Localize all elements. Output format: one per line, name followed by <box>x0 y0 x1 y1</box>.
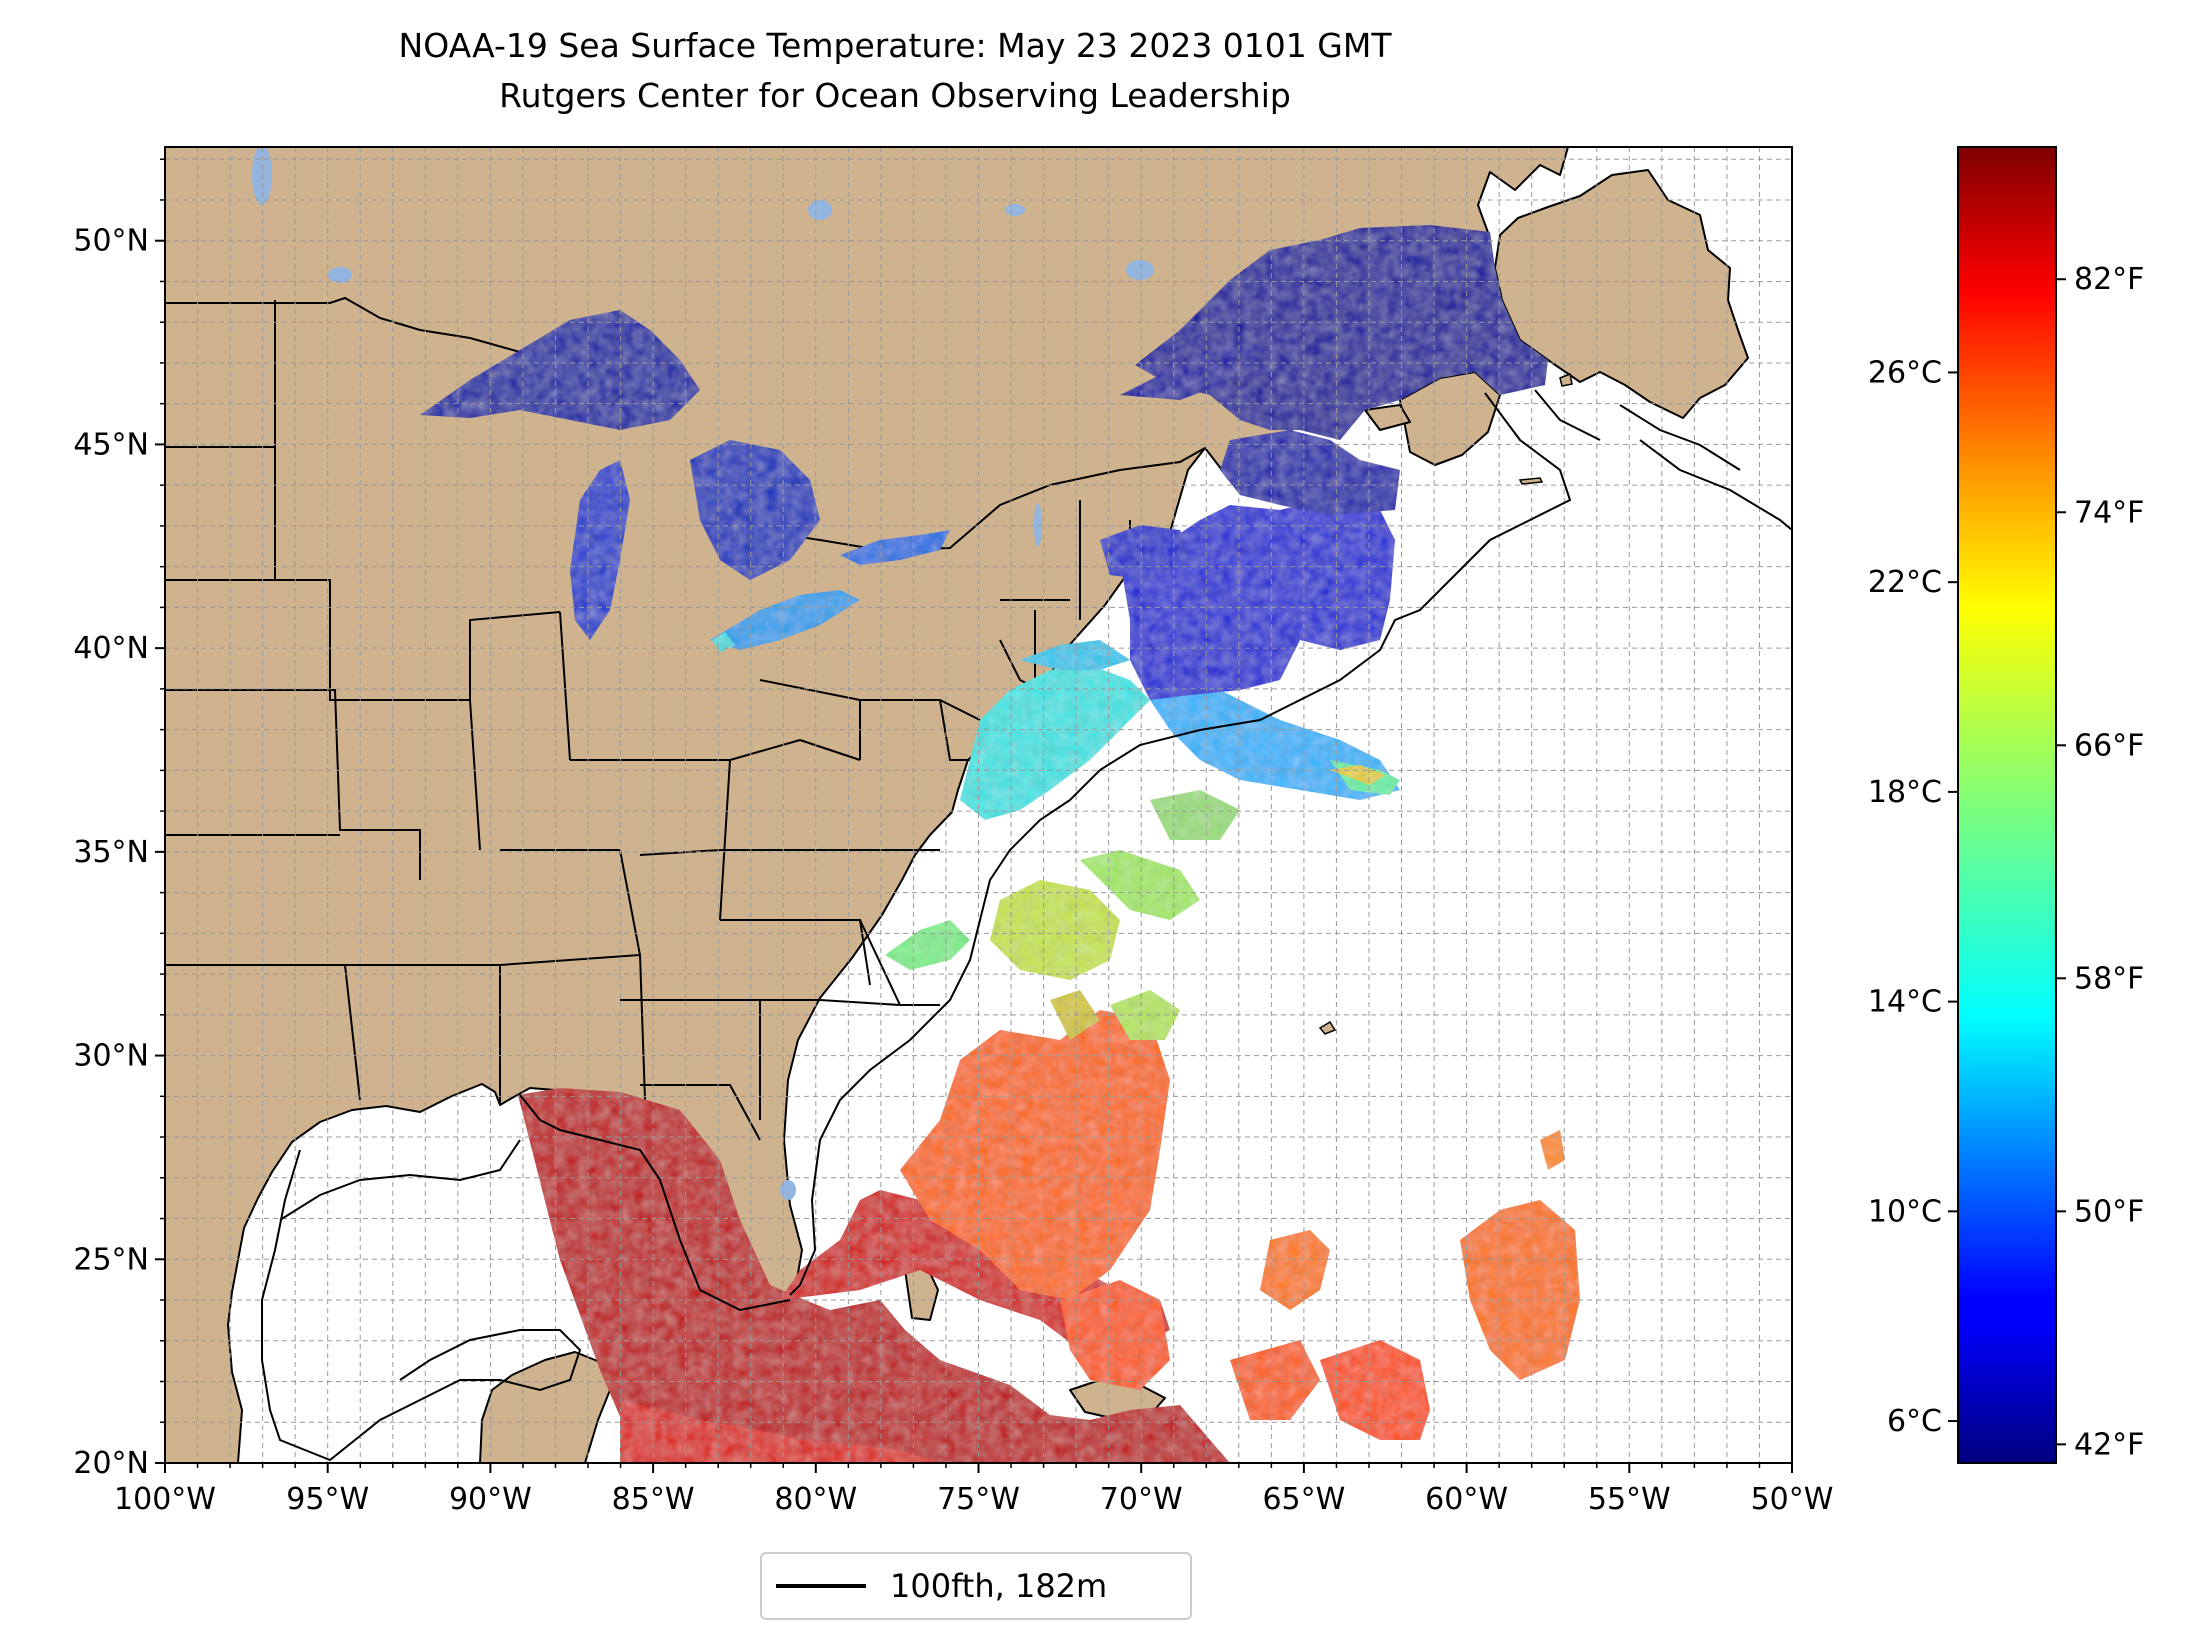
x-tick-label: 65°W <box>1262 1482 1345 1517</box>
colorbar-fahrenheit-ticks: 42°F 50°F 58°F 66°F 74°F 82°F <box>2056 262 2144 1462</box>
x-tick-label: 70°W <box>1100 1482 1183 1517</box>
sst-gulf-swath <box>518 1088 1230 1463</box>
y-tick-label: 20°N <box>73 1446 149 1481</box>
sst-mid-green-2 <box>1150 790 1240 840</box>
colorbar-fahrenheit-label: 50°F <box>2074 1194 2144 1229</box>
map-subtitle: Rutgers Center for Ocean Observing Leade… <box>499 76 1291 115</box>
lake-nipigon <box>808 200 832 220</box>
sst-data <box>420 225 1580 1463</box>
sst-lake-ontario <box>840 530 950 565</box>
sst-atlantic-orange-3 <box>1260 1230 1330 1310</box>
x-tick-label: 55°W <box>1588 1482 1671 1517</box>
land-masses <box>165 147 1749 1463</box>
colorbar-celsius-label: 6°C <box>1887 1404 1942 1439</box>
x-axis-ticks: 100°W 95°W 90°W 85°W 80°W 75°W 70°W 65°W 60°W 55°… <box>114 1463 1833 1517</box>
st-pierre <box>1559 372 1573 387</box>
colorbar-fahrenheit-label: 42°F <box>2074 1427 2144 1462</box>
map-legend: 100fth, 182m <box>760 1552 1192 1620</box>
sst-gulfmaine-deepblue <box>1120 500 1395 700</box>
lake-of-the-woods <box>328 267 352 283</box>
isobath-100fth <box>261 389 1792 1462</box>
sst-atlantic-orange-4 <box>1320 1340 1430 1440</box>
pei-land <box>1364 404 1411 431</box>
us-canada-border-east <box>754 447 1206 552</box>
colorbar: 6°C 10°C 14°C 18°C 22°C 26°C 42°F 50°F 58°F 66°F… <box>1868 146 2144 1464</box>
sst-mid-green-3 <box>1110 990 1180 1040</box>
y-tick-label: 25°N <box>73 1242 149 1277</box>
inland-lakes <box>252 147 1154 1200</box>
sst-atlantic-orange-5 <box>1460 1200 1580 1380</box>
x-tick-label: 60°W <box>1425 1482 1508 1517</box>
sst-atlantic-orange-6 <box>1540 1130 1565 1170</box>
reservoir-1 <box>1126 260 1154 280</box>
x-tick-label: 80°W <box>774 1482 857 1517</box>
sst-lake-erie <box>710 590 860 650</box>
y-tick-label: 50°N <box>73 224 149 259</box>
yucatan-land <box>479 1351 611 1463</box>
colorbar-gradient <box>1957 146 2057 1464</box>
sst-atlantic-orange-1 <box>900 1010 1170 1300</box>
y-tick-label: 30°N <box>73 1039 149 1074</box>
y-tick-label: 40°N <box>73 631 149 666</box>
lake-champlain <box>1034 503 1042 547</box>
lake-winnipeg <box>252 147 272 205</box>
x-tick-label: 85°W <box>612 1482 695 1517</box>
colorbar-celsius-label: 14°C <box>1868 985 1942 1020</box>
x-tick-label: 100°W <box>114 1482 216 1517</box>
colorbar-celsius-ticks: 6°C 10°C 14°C 18°C 22°C 26°C <box>1868 355 1958 1439</box>
state-borders <box>165 300 1131 1141</box>
colorbar-fahrenheit-label: 58°F <box>2074 961 2144 996</box>
legend-isobath-line <box>776 1584 866 1588</box>
sst-mid-yellow-1 <box>990 880 1120 980</box>
y-tick-label: 35°N <box>73 835 149 870</box>
colorbar-celsius-label: 18°C <box>1868 775 1942 810</box>
y-axis-ticks: 20°N 25°N 30°N 35°N 40°N 45°N 50°N <box>73 158 165 1481</box>
sst-atlantic-orange-7 <box>1230 1340 1320 1420</box>
sst-mid-green-4 <box>885 920 970 970</box>
bermuda <box>1318 1020 1337 1035</box>
sable-island <box>1518 477 1544 485</box>
sst-caribbean-red <box>620 1400 940 1463</box>
sst-lake-michigan <box>570 460 630 640</box>
y-tick-label: 45°N <box>73 427 149 462</box>
lake-okeechobee <box>780 1180 796 1200</box>
x-tick-label: 95°W <box>286 1482 369 1517</box>
x-tick-label: 75°W <box>937 1482 1020 1517</box>
colorbar-fahrenheit-label: 74°F <box>2074 495 2144 530</box>
x-tick-label: 90°W <box>449 1482 532 1517</box>
colorbar-celsius-label: 26°C <box>1868 355 1942 390</box>
sst-stlawrence-estuary <box>1120 340 1260 400</box>
small-islands <box>1318 372 1573 1035</box>
colorbar-fahrenheit-label: 82°F <box>2074 262 2144 297</box>
reservoir-2 <box>1005 204 1025 216</box>
sst-coastal-cyan-2 <box>1020 640 1130 670</box>
sst-lake-huron <box>690 440 820 580</box>
colorbar-fahrenheit-label: 66°F <box>2074 728 2144 763</box>
sst-atlantic-orange-2 <box>1060 1280 1170 1390</box>
map-title: NOAA-19 Sea Surface Temperature: May 23 … <box>398 26 1392 65</box>
x-tick-label: 50°W <box>1751 1482 1834 1517</box>
legend-label: 100fth, 182m <box>890 1567 1108 1605</box>
colorbar-celsius-label: 22°C <box>1868 565 1942 600</box>
sst-mid-green-1 <box>1080 850 1200 920</box>
sst-scotian-dark <box>1220 430 1400 515</box>
graticule <box>165 147 1792 1463</box>
sst-stlawrence-dark <box>1135 225 1548 440</box>
sst-coastal-cyan-1 <box>960 665 1150 820</box>
colorbar-celsius-label: 10°C <box>1868 1194 1942 1229</box>
